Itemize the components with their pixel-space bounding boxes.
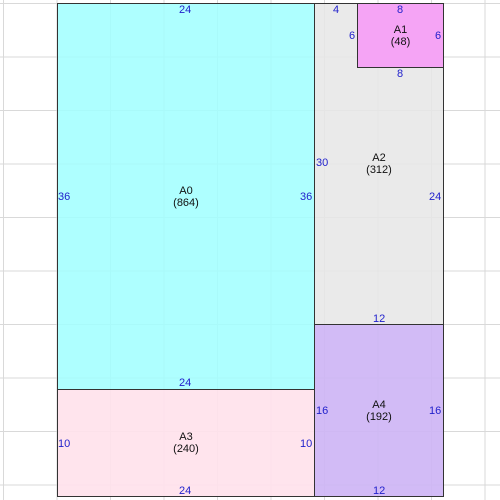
rect-a3-area: (240)	[173, 443, 199, 455]
rect-a2-area: (312)	[366, 164, 392, 176]
rect-a0-label: A0 (864)	[58, 185, 314, 209]
rect-a1-right-dim: 6	[435, 30, 442, 42]
rect-a4: A4 (192)	[314, 324, 444, 497]
rect-a4-label: A4 (192)	[315, 399, 443, 423]
rect-a3-left-dim: 10	[58, 438, 71, 450]
rect-a0-right-dim: 36	[300, 191, 313, 203]
rect-a0-bottom-dim: 24	[179, 377, 192, 389]
rect-a1-left-dim: 6	[349, 30, 356, 42]
rect-a0: A0 (864)	[57, 3, 315, 390]
rect-a4-bottom-dim: 12	[373, 485, 386, 497]
rect-a1-label: A1 (48)	[358, 24, 443, 48]
rect-a1-name: A1	[393, 23, 408, 36]
rect-a4-right-dim: 16	[429, 405, 442, 417]
rect-a3-bottom-dim: 24	[179, 485, 192, 497]
rect-a2-right-dim: 24	[429, 191, 442, 203]
rect-a0-name: A0	[179, 184, 193, 197]
rect-a3-name: A3	[179, 431, 193, 443]
rect-a2-name: A2	[372, 152, 386, 164]
rect-a1: A1 (48)	[357, 3, 444, 68]
rect-a2-label: A2 (312)	[315, 152, 443, 176]
rect-a3: A3 (240)	[57, 389, 315, 497]
rect-a1-top-dim: 8	[397, 4, 404, 16]
rect-a2-top-dim: 4	[333, 4, 340, 16]
rect-a4-left-dim: 16	[316, 405, 329, 417]
rect-a4-area: (192)	[366, 410, 392, 423]
rect-a4-name: A4	[372, 398, 386, 411]
rect-a2-bottom-dim: 12	[373, 313, 386, 325]
rect-a2-left-dim: 30	[316, 157, 329, 169]
rect-a1-area: (48)	[390, 35, 411, 48]
rect-a3-right-dim: 10	[300, 438, 313, 450]
rect-a0-area: (864)	[173, 196, 199, 209]
rect-a3-label: A3 (240)	[58, 431, 314, 455]
rect-a0-left-dim: 36	[58, 191, 71, 203]
rect-a0-top-dim: 24	[179, 4, 192, 16]
rect-a1-bottom-dim: 8	[397, 68, 404, 80]
